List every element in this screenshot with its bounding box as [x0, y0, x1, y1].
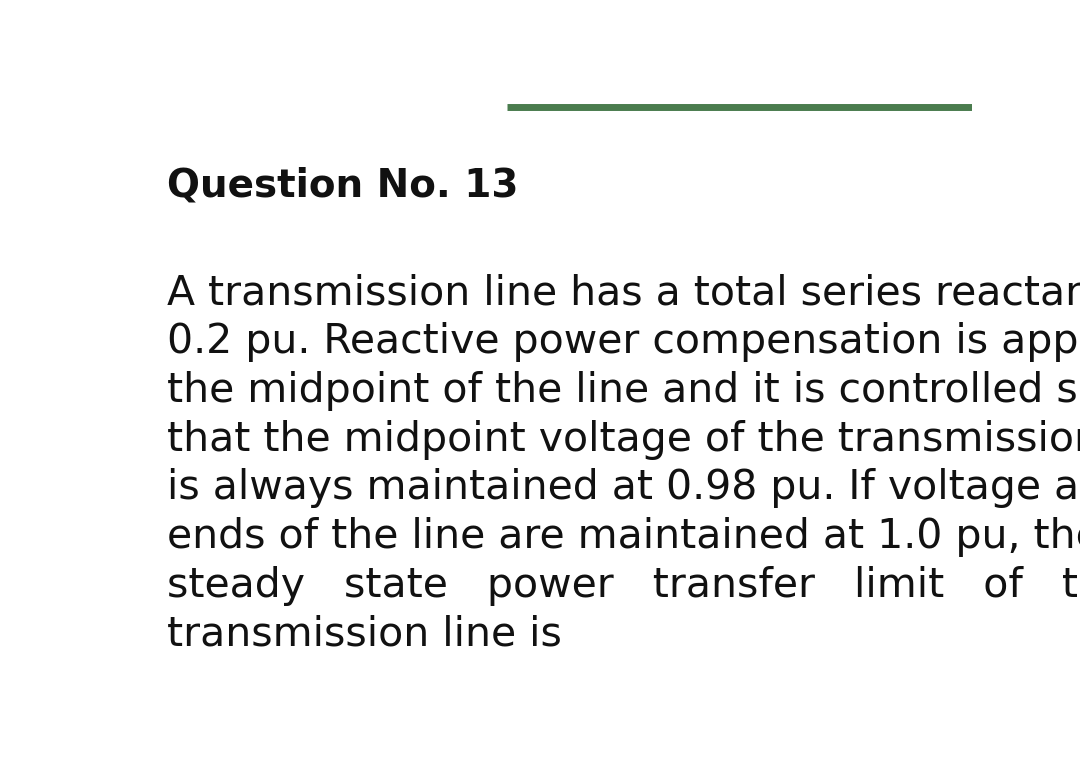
Text: A transmission line has a total series reactance of: A transmission line has a total series r…: [166, 274, 1080, 314]
Text: is always maintained at 0.98 pu. If voltage at both: is always maintained at 0.98 pu. If volt…: [166, 468, 1080, 508]
Text: ends of the line are maintained at 1.0 pu, then the: ends of the line are maintained at 1.0 p…: [166, 517, 1080, 557]
Text: steady   state   power   transfer   limit   of   the: steady state power transfer limit of the: [166, 566, 1080, 606]
Text: that the midpoint voltage of the transmission line: that the midpoint voltage of the transmi…: [166, 419, 1080, 460]
Text: Question No. 13: Question No. 13: [166, 167, 518, 205]
Text: transmission line is: transmission line is: [166, 614, 562, 655]
Text: 0.2 pu. Reactive power compensation is applied at: 0.2 pu. Reactive power compensation is a…: [166, 322, 1080, 362]
Text: the midpoint of the line and it is controlled such: the midpoint of the line and it is contr…: [166, 371, 1080, 411]
